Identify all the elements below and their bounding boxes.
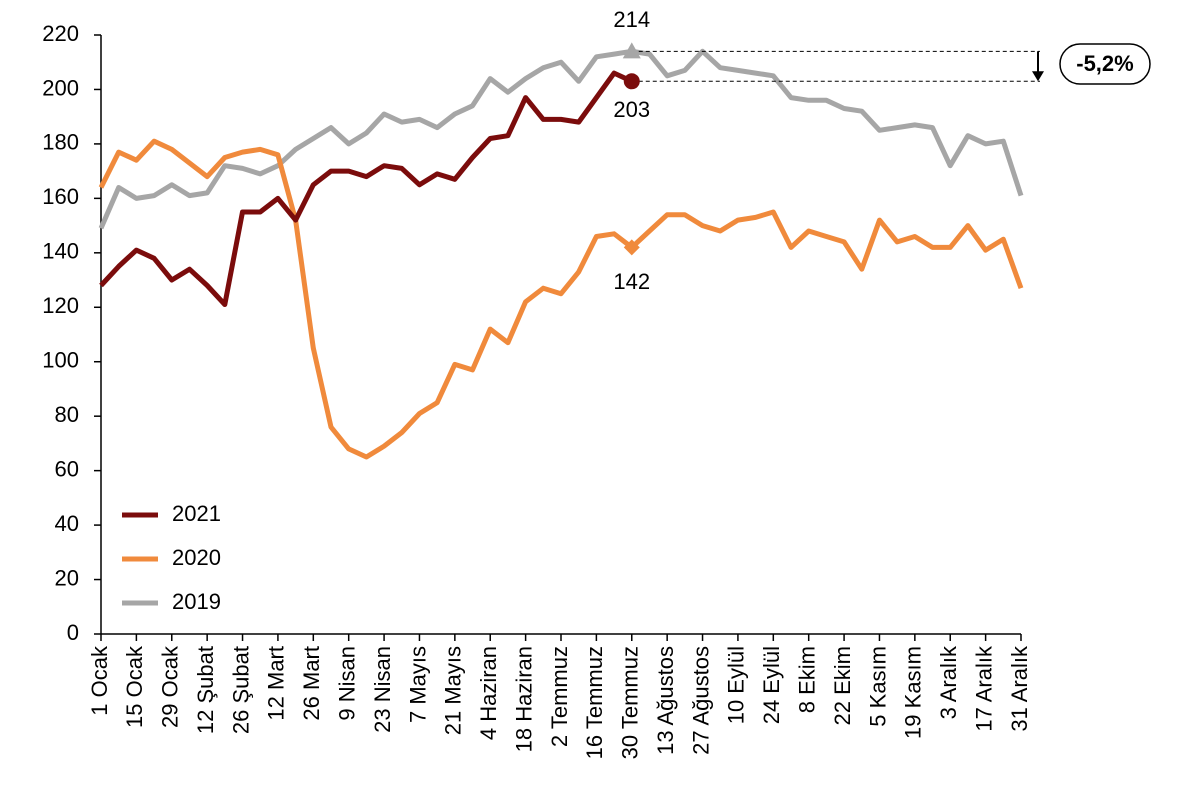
x-tick-label: 31 Aralık (1007, 645, 1032, 732)
legend-label: 2020 (172, 545, 221, 570)
line-2021 (99, 70, 633, 307)
data-label: 142 (613, 269, 650, 294)
y-tick-label: 100 (42, 348, 79, 373)
x-tick-label: 3 Aralık (936, 645, 961, 719)
x-tick-label: 10 Eylül (724, 646, 749, 724)
legend-label: 2021 (172, 501, 221, 526)
arrow-head (1032, 71, 1044, 82)
x-tick-label: 1 Ocak (87, 645, 112, 716)
marker (623, 73, 640, 90)
marker (622, 42, 641, 59)
x-tick-label: 29 Ocak (158, 645, 183, 728)
x-tick-label: 7 Mayıs (405, 646, 430, 723)
annotation-frame (1059, 43, 1151, 85)
x-tick-label: 30 Temmuz (618, 646, 643, 759)
x-tick-label: 8 Ekim (795, 646, 820, 713)
y-tick-label: 80 (55, 402, 79, 427)
x-tick-label: 5 Kasım (865, 646, 890, 727)
x-tick-label: 2 Temmuz (547, 646, 572, 747)
x-tick-label: 26 Mart (299, 646, 324, 721)
x-tick-label: 17 Aralık (971, 645, 996, 732)
x-tick-label: 22 Ekim (830, 646, 855, 725)
x-tick-label: 27 Ağustos (688, 646, 713, 755)
data-label: 214 (613, 7, 650, 32)
plot: 0 20 40 60 80 100 120 140 160 180 200 220 1 Ocak 15 O… (42, 7, 1044, 759)
x-tick-label: 15 Ocak (122, 645, 147, 728)
legend-label: 2019 (172, 589, 221, 614)
y-tick-label: 140 (42, 239, 79, 264)
marker (623, 239, 640, 256)
y-tick-label: 40 (55, 511, 79, 536)
x-tick-label: 12 Mart (264, 646, 289, 721)
line-2019 (98, 48, 1024, 230)
y-tick-label: 160 (42, 184, 79, 209)
x-tick-label: 18 Haziran (511, 646, 536, 752)
annotation-box: -5,2% (1059, 43, 1151, 85)
y-tick-label: 20 (55, 565, 79, 590)
x-tick-label: 26 Şubat (228, 646, 253, 734)
x-tick-label: 4 Haziran (476, 646, 501, 740)
x-tick-label: 23 Nisan (370, 646, 395, 733)
annotation: -5,2% (1076, 51, 1133, 76)
x-tick-label: 16 Temmuz (582, 646, 607, 759)
x-tick-label: 21 Mayıs (441, 646, 466, 735)
y-tick-label: 120 (42, 293, 79, 318)
line-2020 (98, 138, 1024, 460)
y-tick-label: 60 (55, 456, 79, 481)
y-tick-label: 180 (42, 130, 79, 155)
x-tick-label: 12 Şubat (193, 646, 218, 734)
y-tick-label: 0 (67, 620, 79, 645)
y-tick-label: 220 (42, 21, 79, 46)
x-tick-label: 9 Nisan (335, 646, 360, 721)
x-tick-label: 19 Kasım (901, 646, 926, 739)
x-tick-label: 24 Eylül (759, 646, 784, 724)
y-tick-label: 200 (42, 75, 79, 100)
x-tick-label: 13 Ağustos (653, 646, 678, 755)
data-label: 203 (613, 97, 650, 122)
